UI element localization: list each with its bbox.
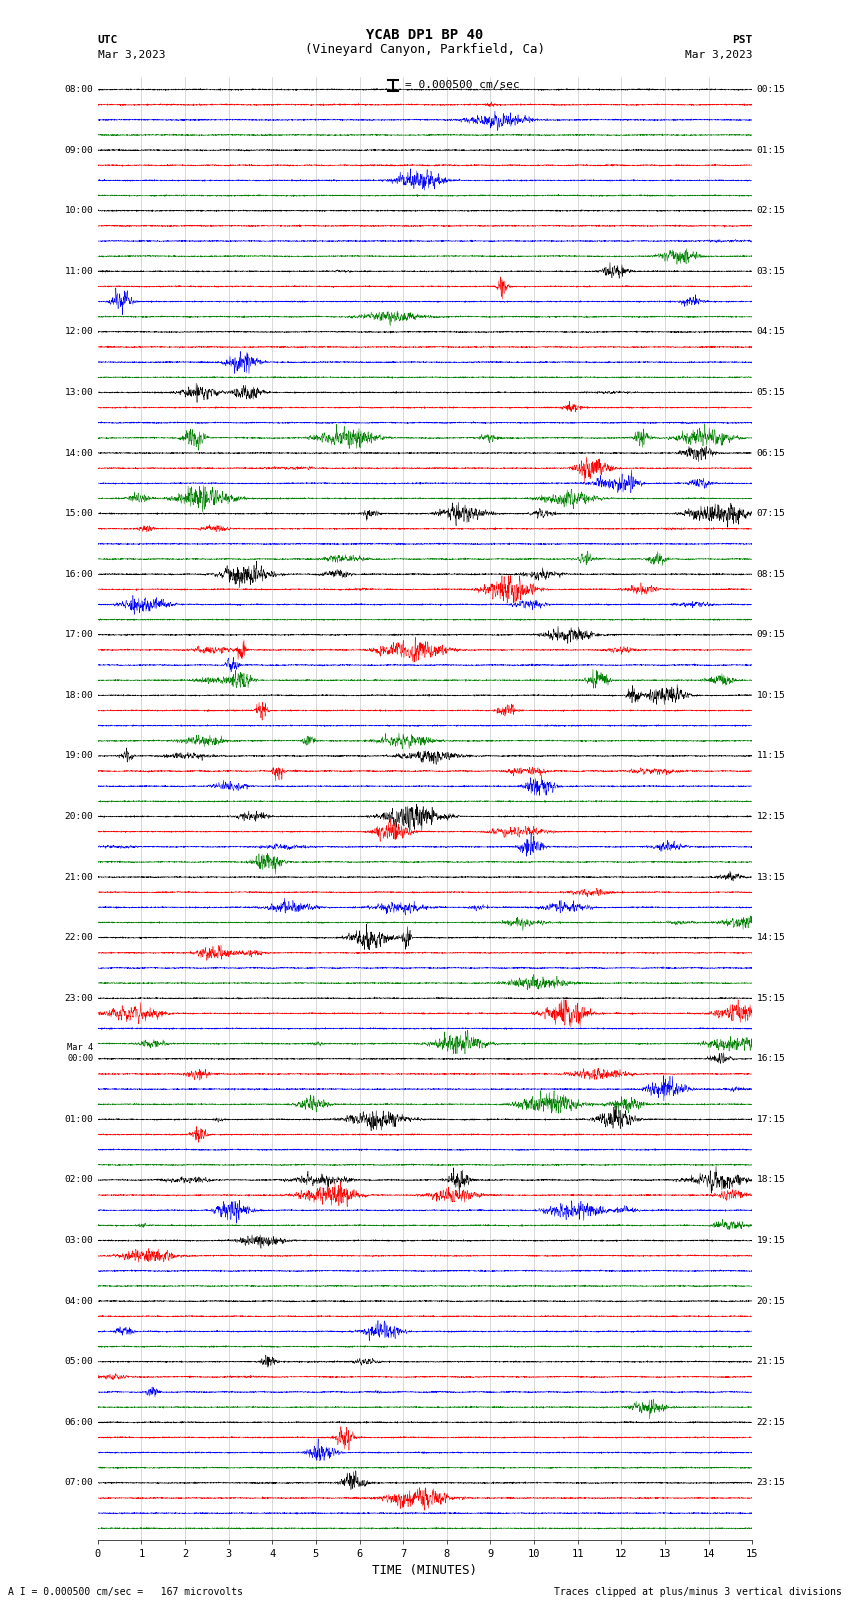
Text: 15:00: 15:00 (65, 510, 94, 518)
Text: 02:15: 02:15 (756, 206, 785, 215)
Text: Mar 3,2023: Mar 3,2023 (98, 50, 165, 60)
Text: YCAB DP1 BP 40: YCAB DP1 BP 40 (366, 27, 484, 42)
Text: 20:15: 20:15 (756, 1297, 785, 1305)
Text: 21:00: 21:00 (65, 873, 94, 882)
Text: 19:15: 19:15 (756, 1236, 785, 1245)
Text: 10:15: 10:15 (756, 690, 785, 700)
Text: 11:15: 11:15 (756, 752, 785, 760)
Text: = 0.000500 cm/sec: = 0.000500 cm/sec (405, 81, 520, 90)
Text: 21:15: 21:15 (756, 1357, 785, 1366)
Text: 14:15: 14:15 (756, 934, 785, 942)
Text: 08:15: 08:15 (756, 569, 785, 579)
Text: 13:00: 13:00 (65, 389, 94, 397)
Text: 07:00: 07:00 (65, 1479, 94, 1487)
Text: 03:00: 03:00 (65, 1236, 94, 1245)
Text: 22:15: 22:15 (756, 1418, 785, 1428)
Text: 16:00: 16:00 (65, 569, 94, 579)
Text: 18:00: 18:00 (65, 690, 94, 700)
Text: 13:15: 13:15 (756, 873, 785, 882)
Text: PST: PST (732, 35, 752, 45)
Text: 04:15: 04:15 (756, 327, 785, 337)
Text: 23:15: 23:15 (756, 1479, 785, 1487)
Text: Mar 3,2023: Mar 3,2023 (685, 50, 752, 60)
Text: 14:00: 14:00 (65, 448, 94, 458)
Text: 11:00: 11:00 (65, 266, 94, 276)
Text: 23:00: 23:00 (65, 994, 94, 1003)
Text: 05:15: 05:15 (756, 389, 785, 397)
Text: 00:00: 00:00 (67, 1055, 94, 1063)
Text: Mar 4: Mar 4 (67, 1044, 94, 1052)
Text: 04:00: 04:00 (65, 1297, 94, 1305)
Text: 05:00: 05:00 (65, 1357, 94, 1366)
Text: 17:00: 17:00 (65, 631, 94, 639)
Text: 01:00: 01:00 (65, 1115, 94, 1124)
Text: 06:00: 06:00 (65, 1418, 94, 1428)
Text: 17:15: 17:15 (756, 1115, 785, 1124)
Text: 03:15: 03:15 (756, 266, 785, 276)
Text: 09:00: 09:00 (65, 145, 94, 155)
Text: 06:15: 06:15 (756, 448, 785, 458)
Text: 12:15: 12:15 (756, 811, 785, 821)
Text: A I = 0.000500 cm/sec =   167 microvolts: A I = 0.000500 cm/sec = 167 microvolts (8, 1587, 243, 1597)
Text: 10:00: 10:00 (65, 206, 94, 215)
Text: 07:15: 07:15 (756, 510, 785, 518)
Text: UTC: UTC (98, 35, 118, 45)
Text: 08:00: 08:00 (65, 85, 94, 94)
Text: 18:15: 18:15 (756, 1176, 785, 1184)
Text: 02:00: 02:00 (65, 1176, 94, 1184)
Text: Traces clipped at plus/minus 3 vertical divisions: Traces clipped at plus/minus 3 vertical … (553, 1587, 842, 1597)
Text: 20:00: 20:00 (65, 811, 94, 821)
Text: 19:00: 19:00 (65, 752, 94, 760)
Text: 15:15: 15:15 (756, 994, 785, 1003)
X-axis label: TIME (MINUTES): TIME (MINUTES) (372, 1563, 478, 1576)
Text: 00:15: 00:15 (756, 85, 785, 94)
Text: 09:15: 09:15 (756, 631, 785, 639)
Text: 12:00: 12:00 (65, 327, 94, 337)
Text: 01:15: 01:15 (756, 145, 785, 155)
Text: 16:15: 16:15 (756, 1055, 785, 1063)
Text: 22:00: 22:00 (65, 934, 94, 942)
Text: (Vineyard Canyon, Parkfield, Ca): (Vineyard Canyon, Parkfield, Ca) (305, 44, 545, 56)
